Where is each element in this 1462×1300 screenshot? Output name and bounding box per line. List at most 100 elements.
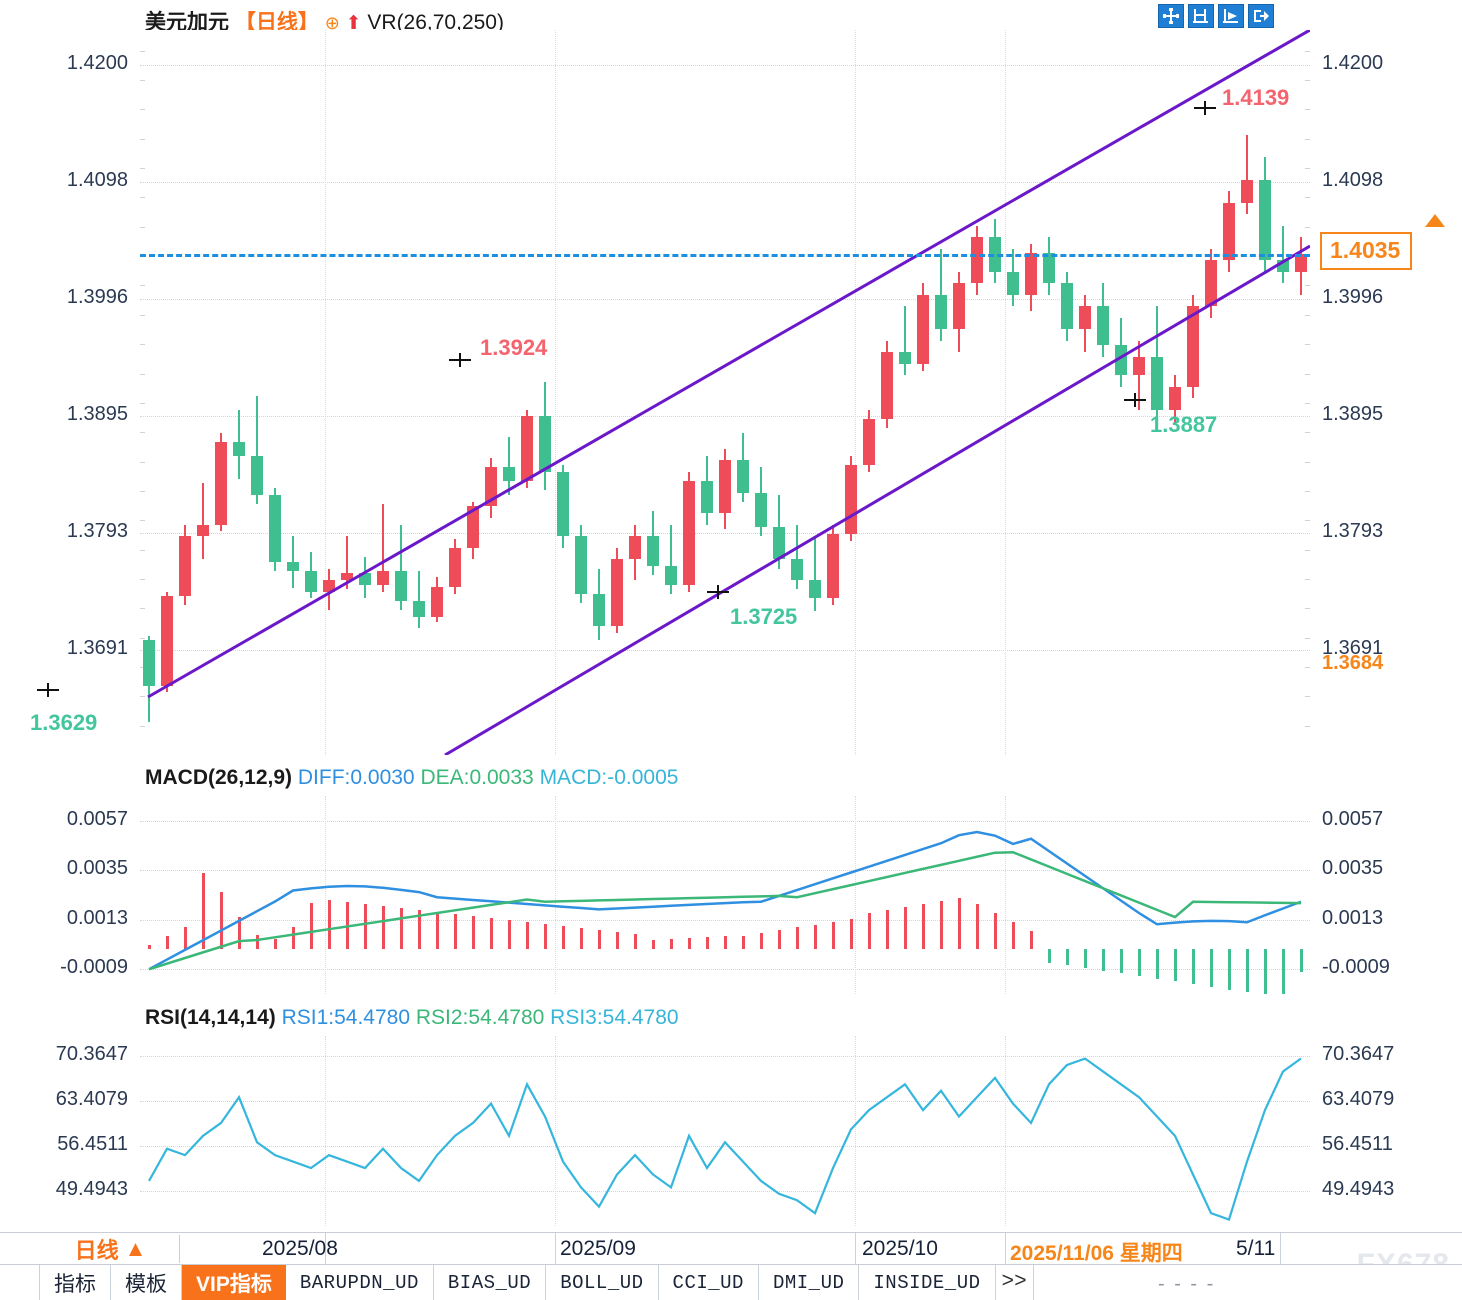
macd-hist-bar — [903, 907, 907, 949]
macd-hist-bar — [1011, 922, 1015, 949]
candle-wick — [400, 524, 402, 610]
price-minor-tick — [140, 314, 145, 316]
rsi-axis-left-tick-0: 70.3647 — [55, 1043, 128, 1066]
candle-body — [1061, 283, 1073, 330]
toolbar-tab-barupdn-ud[interactable]: BARUPDN_UD — [286, 1265, 434, 1300]
candle-body — [1079, 306, 1091, 330]
period-badge-arrow-icon: ▲ — [124, 1236, 147, 1261]
toolbar-tab-bias-ud[interactable]: BIAS_UD — [434, 1265, 547, 1300]
price-gridline-0 — [140, 64, 1310, 66]
candle-body — [845, 465, 857, 535]
macd-hist-bar — [327, 899, 331, 949]
macd-hist-bar — [1227, 949, 1231, 990]
symbol-name: 美元加元 — [145, 11, 229, 34]
rsi-gridline-2 — [140, 1145, 1310, 1147]
toolbar-more-button[interactable]: >> — [996, 1265, 1034, 1300]
candle-body — [1151, 356, 1163, 410]
price-minor-tick — [1305, 666, 1310, 668]
crosshair-icon[interactable]: ⊕ — [324, 13, 340, 33]
macd-axis-left-tick-0: 0.0057 — [66, 807, 128, 830]
macd-hist-bar — [1245, 949, 1249, 993]
macd-hist-bar — [255, 935, 259, 949]
price-gridline-3 — [140, 415, 1310, 417]
candle-wick — [382, 504, 384, 592]
rsi-line — [148, 1057, 1302, 1221]
toolbar-tab-inside-ud[interactable]: INSIDE_UD — [859, 1265, 996, 1300]
draw-icon[interactable] — [1218, 4, 1244, 28]
move-icon[interactable] — [1158, 4, 1184, 28]
price-axis-left-tick-2: 1.3996 — [66, 285, 128, 308]
macd-hist-bar — [1263, 949, 1267, 994]
macd-hist-bar — [705, 936, 709, 949]
macd-hist-bar — [1083, 949, 1087, 968]
macd-axis-right-tick-2: 0.0013 — [1322, 906, 1384, 929]
candle-body — [629, 536, 641, 560]
period-badge[interactable]: 日线 ▲ — [42, 1235, 180, 1263]
candle-body — [1097, 306, 1109, 346]
swing-marker-3 — [1124, 393, 1146, 407]
price-minor-tick — [140, 373, 145, 375]
candle-wick — [1138, 340, 1140, 410]
macd-hist-bar — [1137, 949, 1141, 976]
price-minor-tick — [140, 490, 145, 492]
macd-hist-bar — [507, 919, 511, 949]
toolbar-tab-vip[interactable]: VIP指标 — [182, 1265, 286, 1300]
macd-hist-bar — [867, 913, 871, 949]
price-minor-tick — [140, 109, 145, 111]
candle-body — [791, 559, 803, 581]
candle-body — [485, 467, 497, 507]
candle-body — [611, 559, 623, 627]
current-date-label: 2025/11/06 星期四 — [1010, 1242, 1183, 1265]
macd-hist-bar — [399, 907, 403, 949]
price-minor-tick — [140, 226, 145, 228]
candle-body — [935, 294, 947, 330]
rsi-plot-area[interactable] — [140, 1036, 1310, 1226]
candle-wick — [202, 483, 204, 560]
trend-channel-overlay — [147, 30, 1310, 755]
price-plot-area[interactable] — [140, 30, 1310, 755]
price-minor-tick — [140, 168, 145, 170]
exit-icon[interactable] — [1248, 4, 1274, 28]
partial-date-label: 5/11 — [1236, 1237, 1276, 1260]
toolbar-tab-[interactable]: 指标 — [40, 1265, 111, 1300]
price-minor-tick — [140, 637, 145, 639]
date-axis: 日线 ▲ 2025/08 2025/09 2025/10 2025/11/06 … — [0, 1232, 1462, 1265]
measure-icon[interactable] — [1188, 4, 1214, 28]
candle-wick — [346, 536, 348, 590]
price-gridline-1 — [140, 181, 1310, 183]
price-minor-tick — [1305, 109, 1310, 111]
toolbar-tab-cci-ud[interactable]: CCI_UD — [659, 1265, 759, 1300]
candle-body — [719, 460, 731, 514]
toolbar-tab-boll-ud[interactable]: BOLL_UD — [546, 1265, 659, 1300]
toolbar-tab-dmi-ud[interactable]: DMI_UD — [759, 1265, 860, 1300]
candle-body — [161, 596, 173, 686]
candle-body — [449, 547, 461, 587]
rsi1-label: RSI1:54.4780 — [281, 1006, 411, 1029]
macd-plot-area[interactable] — [140, 796, 1310, 994]
current-price-line — [140, 254, 1310, 258]
candle-body — [1025, 253, 1037, 295]
extra-price-tick: 1.3684 — [1322, 652, 1384, 674]
candle-wick — [796, 524, 798, 590]
macd-gridline-2 — [140, 919, 1310, 921]
price-minor-tick — [140, 50, 145, 52]
candle-body — [593, 593, 605, 627]
swing-annotation-1: 1.3924 — [480, 335, 548, 360]
candle-body — [1169, 386, 1181, 410]
swing-annotation-3: 1.3887 — [1150, 412, 1218, 437]
macd-hist-bar — [777, 930, 781, 949]
candle-body — [809, 580, 821, 599]
candle-body — [575, 536, 587, 594]
macd-hist-bar — [201, 872, 205, 949]
toolbar-tab-[interactable]: 模板 — [111, 1265, 182, 1300]
macd-dea-line-path — [148, 850, 1302, 971]
candle-body — [341, 573, 353, 581]
candle-wick — [508, 437, 510, 495]
macd-axis-right-tick-1: 0.0035 — [1322, 857, 1384, 880]
macd-hist-bar — [291, 926, 295, 949]
rsi-title: RSI(14,14,14) — [145, 1006, 276, 1029]
current-price-tag[interactable]: 1.4035 — [1320, 232, 1413, 270]
rsi-axis-left-tick-1: 63.4079 — [55, 1087, 128, 1110]
price-panel: 美元加元 【日线】 ⊕ ⬆ VR(26,70,250) — [30, 4, 1445, 755]
rsi-gridline-1 — [140, 1100, 1310, 1102]
